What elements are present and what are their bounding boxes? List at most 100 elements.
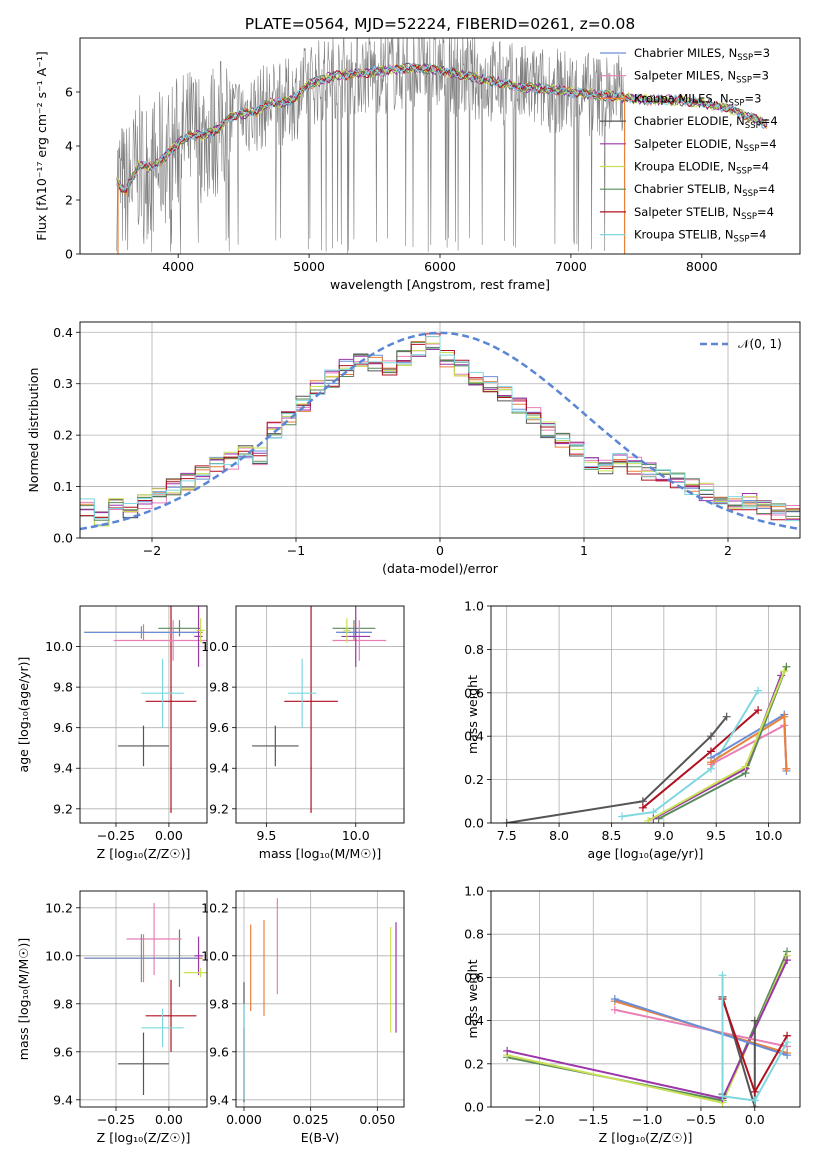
- weight-point-chabrier-stelib: [782, 662, 791, 671]
- weight-point-kroupa-elodie: [644, 816, 653, 823]
- y-tick-label: 9.8: [53, 996, 73, 1011]
- y-tick-label: 9.6: [209, 720, 229, 735]
- x-tick-label: 0.00: [155, 1112, 183, 1127]
- legend-entry: Salpeter STELIB, NSSP=4: [634, 205, 774, 222]
- y-tick-label: 10.2: [45, 900, 73, 915]
- x-axis-label: age [log₁₀(age/yr)]: [588, 846, 704, 861]
- y-tick-label: 0.8: [464, 642, 484, 657]
- weight-point-salpeter-elodie: [503, 1046, 512, 1055]
- x-axis-label: Z [log₁₀(Z/Z☉)]: [97, 846, 191, 861]
- x-tick-label: 4000: [162, 259, 194, 274]
- x-tick-label: 0.000: [226, 1112, 262, 1127]
- weight-point-chabrier-miles: [783, 1051, 792, 1060]
- y-tick-label: 0.2: [464, 772, 484, 787]
- y-tick-label: 4: [65, 139, 73, 154]
- model-spectrum-line-kroupa-stelib: [116, 62, 768, 191]
- x-axis-label: mass [log₁₀(M/M☉)]: [259, 846, 381, 861]
- y-tick-label: 0.6: [464, 970, 484, 985]
- x-axis-label: wavelength [Angstrom, rest frame]: [330, 277, 550, 292]
- axes-frame: [490, 605, 801, 824]
- weight-line-chabrier-miles: [614, 998, 788, 1057]
- y-tick-label: 10.0: [201, 948, 229, 963]
- weight-point-chabrier-elodie: [750, 1016, 759, 1025]
- y-tick-label: 9.8: [209, 996, 229, 1011]
- y-tick-label: 9.4: [53, 761, 73, 776]
- x-tick-label: 8.5: [602, 828, 622, 843]
- x-tick-label: 9.5: [256, 828, 276, 843]
- age-vs-mass-panel: 9.5 10.0 9.2 9.4 9.6 9.8 10.0 mass [log₁₀(M/M☉)…: [201, 605, 405, 861]
- x-tick-label: 7000: [555, 259, 587, 274]
- x-tick-label: 8000: [686, 259, 718, 274]
- histogram-step-kroupa-stelib: [80, 335, 800, 522]
- y-tick-label: 10.0: [45, 948, 73, 963]
- y-tick-label: 0.0: [53, 531, 73, 546]
- weight-point-kroupa-miles: [782, 764, 791, 773]
- x-tick-label: 9.0: [654, 828, 674, 843]
- mass-weight-vs-metallicity-panel: −2.0 −1.5 −1.0 −0.5 0.0 0.0 0.2 0.4 0.6 0.8 1.0 Z […: [464, 884, 801, 1145]
- x-tick-label: −1.0: [632, 1112, 662, 1127]
- x-axis-label: E(B-V): [301, 1130, 340, 1145]
- figure-title: PLATE=0564, MJD=52224, FIBERID=0261, z=0…: [245, 15, 635, 33]
- residual-histogram-panel: −2 −1 0 1 2 0.0 0.1 0.2 0.3 0.4 (data-model)/error…: [26, 321, 801, 576]
- weight-point-kroupa-elodie: [780, 667, 789, 676]
- x-tick-label: 0.050: [359, 1112, 395, 1127]
- x-tick-label: 8.0: [549, 828, 569, 843]
- x-tick-label: 9.5: [706, 828, 726, 843]
- weight-point-chabrier-elodie: [722, 712, 731, 721]
- weight-point-salpeter-miles: [610, 1005, 619, 1014]
- histogram-step-salpeter-stelib: [80, 333, 800, 521]
- plot-area: [252, 606, 387, 813]
- weight-point-kroupa-stelib: [754, 686, 763, 695]
- mass-weight-vs-age-panel: 7.5 8.0 8.5 9.0 9.5 10.0 0.0 0.2 0.4 0.6 0.8 1.0 age…: [464, 599, 801, 861]
- y-tick-label: 10.2: [201, 900, 229, 915]
- weight-point-kroupa-stelib: [617, 812, 626, 821]
- axes-frame: [79, 37, 801, 255]
- weight-point-salpeter-stelib: [754, 706, 763, 715]
- x-axis-label: Z [log₁₀(Z/Z☉)]: [599, 1130, 693, 1145]
- y-axis-label: Flux [fλ10⁻¹⁷ erg cm⁻² s⁻¹ A⁻¹]: [34, 51, 49, 240]
- y-tick-label: 6: [65, 85, 73, 100]
- y-tick-label: 10.0: [45, 639, 73, 654]
- y-tick-label: 0.4: [464, 729, 484, 744]
- plot-area: [84, 606, 207, 813]
- y-tick-label: 9.6: [53, 720, 73, 735]
- x-tick-label: 0: [436, 543, 444, 558]
- x-tick-label: −0.25: [97, 1112, 135, 1127]
- y-axis-label: age [log₁₀(age/yr)]: [16, 657, 31, 773]
- x-axis-label: Z [log₁₀(Z/Z☉)]: [97, 1130, 191, 1145]
- legend-entry: 𝒩(0, 1): [738, 337, 782, 351]
- plot-area: [503, 947, 792, 1107]
- y-tick-label: 9.8: [209, 680, 229, 695]
- axes-frame: [490, 890, 801, 1108]
- x-tick-label: 7.5: [497, 828, 517, 843]
- y-tick-label: 0.6: [464, 685, 484, 700]
- plot-area: [84, 903, 207, 1095]
- weight-point-kroupa-stelib: [718, 1092, 727, 1101]
- x-tick-label: 1: [580, 543, 588, 558]
- mass-vs-ebv-panel: 0.000 0.025 0.050 9.4 9.6 9.8 10.0 10.2 E(B-V): [201, 890, 405, 1145]
- y-tick-label: 9.6: [53, 1044, 73, 1059]
- axes-frame: [79, 605, 208, 824]
- y-tick-label: 9.4: [209, 761, 229, 776]
- legend-entry: Kroupa MILES, NSSP=3: [634, 91, 761, 108]
- axes-frame: [79, 321, 801, 539]
- weight-point-chabrier-miles: [610, 995, 619, 1003]
- y-tick-label: 1.0: [464, 884, 484, 899]
- weight-point-salpeter-elodie: [783, 956, 792, 965]
- legend-entry: Kroupa ELODIE, NSSP=4: [634, 160, 769, 177]
- y-tick-label: 0.4: [464, 1013, 484, 1028]
- y-axis-label: mass weight: [465, 675, 480, 754]
- x-tick-label: 5000: [293, 259, 325, 274]
- y-tick-label: 0.3: [53, 376, 73, 391]
- normal-distribution-curve: [80, 331, 800, 531]
- y-tick-label: 9.4: [53, 1092, 73, 1107]
- weight-line-chabrier-stelib: [658, 666, 788, 820]
- x-tick-label: −1: [287, 543, 305, 558]
- weight-point-kroupa-elodie: [741, 762, 750, 771]
- weight-point-kroupa-stelib: [783, 1038, 792, 1047]
- x-tick-label: −0.25: [97, 828, 135, 843]
- plot-area: [502, 662, 791, 823]
- y-tick-label: 0: [65, 247, 73, 262]
- y-tick-label: 9.2: [209, 801, 229, 816]
